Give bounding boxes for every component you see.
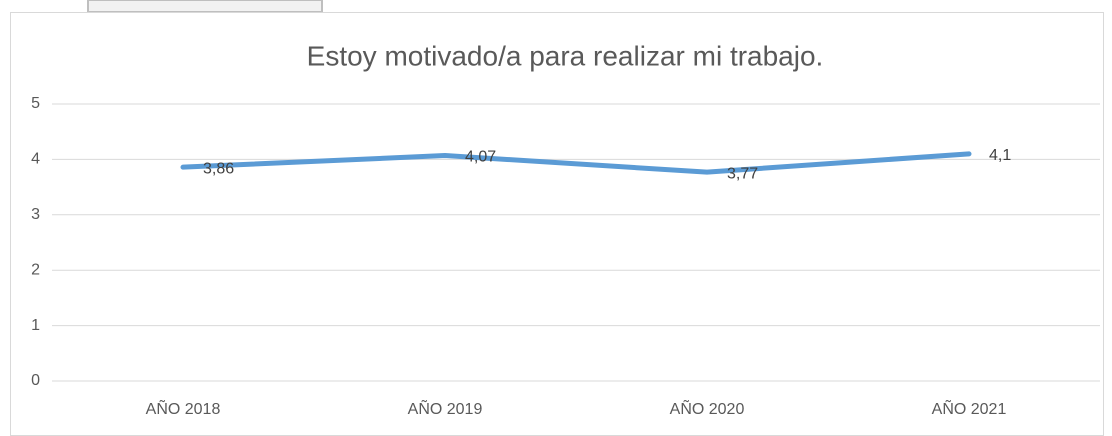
series-line	[180, 151, 972, 175]
y-tick-label: 2	[31, 261, 40, 278]
data-label: 4,07	[465, 149, 496, 166]
x-tick-label: AÑO 2020	[670, 398, 745, 418]
data-label: 3,86	[203, 160, 234, 177]
chart-title: Estoy motivado/a para realizar mi trabaj…	[307, 40, 824, 71]
x-tick-label: AÑO 2019	[408, 398, 483, 418]
y-tick-label: 5	[31, 95, 40, 112]
x-tick-label: AÑO 2018	[146, 398, 221, 418]
y-tick-label: 1	[31, 317, 40, 334]
x-tick-label: AÑO 2021	[932, 398, 1007, 418]
data-label: 3,77	[727, 165, 758, 182]
y-tick-label: 4	[31, 151, 40, 168]
y-tick-label: 3	[31, 206, 40, 223]
tab-box	[87, 0, 323, 13]
data-label: 4,1	[989, 147, 1011, 164]
y-tick-label: 0	[31, 372, 40, 389]
chart-frame	[10, 12, 1104, 436]
